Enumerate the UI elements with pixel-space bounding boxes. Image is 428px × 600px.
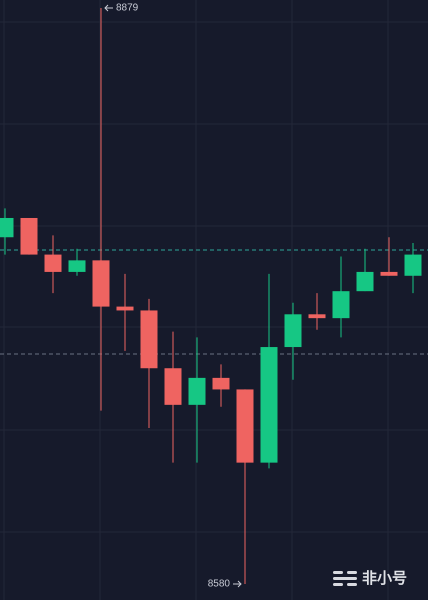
body: [20, 217, 38, 255]
body: [188, 377, 206, 405]
body: [308, 314, 326, 319]
body: [116, 306, 134, 311]
body: [260, 347, 278, 463]
body: [44, 254, 62, 272]
body: [380, 271, 398, 276]
body: [236, 389, 254, 463]
watermark: 非小号: [362, 569, 407, 587]
watermark-logo: [333, 571, 357, 586]
body: [0, 217, 14, 238]
body: [92, 260, 110, 307]
body: [212, 377, 230, 390]
body: [356, 271, 374, 292]
body: [140, 310, 158, 369]
candles: 8879 8580: [0, 3, 422, 590]
arrow: [104, 4, 113, 12]
body: [284, 314, 302, 348]
high-label: 8879: [116, 3, 139, 14]
body: [404, 254, 422, 276]
body: [68, 260, 86, 272]
body: [164, 368, 182, 405]
body: [332, 291, 350, 319]
arrow: [233, 580, 242, 588]
low-label: 8580: [208, 579, 231, 590]
